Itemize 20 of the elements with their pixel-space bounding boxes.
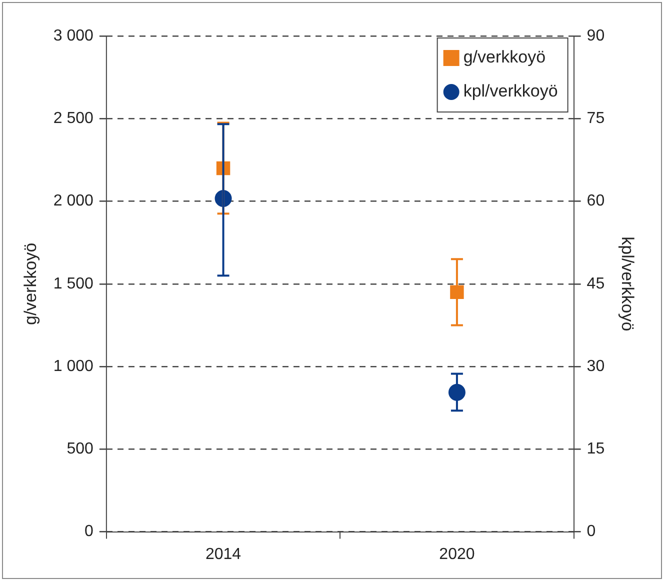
legend-label: g/verkkoyö: [463, 48, 546, 67]
y-tick-label: 1 000: [53, 358, 94, 375]
y2-tick-label: 90: [586, 27, 605, 44]
y-tick-label: 2 500: [53, 110, 94, 128]
y2-tick-label: 60: [586, 192, 605, 210]
y-tick-label: 0: [84, 523, 94, 540]
y-axis-title: g/verkkoyö: [20, 242, 40, 325]
x-tick-label: 2014: [205, 546, 242, 563]
y-tick-label: 3 000: [53, 27, 94, 44]
y2-tick-label: 30: [586, 358, 605, 375]
y-tick-label: 2 000: [53, 192, 94, 210]
y-tick-label: 500: [66, 440, 94, 458]
y2-tick-label: 45: [586, 275, 605, 292]
y2-tick-label: 15: [586, 440, 605, 458]
y-tick-label: 1 500: [53, 275, 94, 292]
y2-axis-title: kpl/verkkoyö: [618, 236, 638, 332]
x-tick-label: 2020: [439, 546, 475, 563]
legend-label: kpl/verkkoyö: [463, 82, 558, 101]
y2-tick-label: 0: [586, 523, 596, 540]
y2-tick-label: 75: [586, 110, 605, 128]
